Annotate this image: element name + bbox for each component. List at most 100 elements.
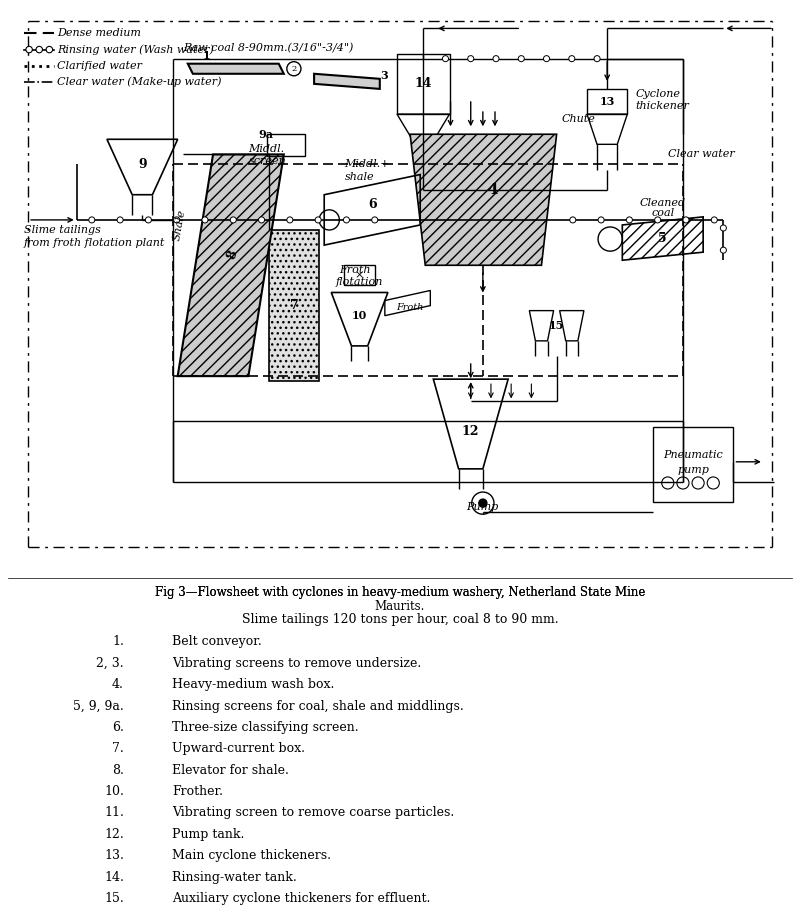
Text: Slime tailings: Slime tailings <box>24 225 101 235</box>
Text: Auxiliary cyclone thickeners for effluent.: Auxiliary cyclone thickeners for effluen… <box>172 892 430 905</box>
Text: 13.: 13. <box>104 849 124 862</box>
Text: 2: 2 <box>291 65 297 72</box>
Text: Belt conveyor.: Belt conveyor. <box>172 635 262 648</box>
Polygon shape <box>314 73 380 89</box>
Bar <box>269 230 319 381</box>
Text: Rinsing screens for coal, shale and middlings.: Rinsing screens for coal, shale and midd… <box>172 700 464 713</box>
Bar <box>653 426 734 503</box>
Circle shape <box>146 217 151 223</box>
Text: Middl.: Middl. <box>249 144 285 154</box>
Circle shape <box>46 47 53 53</box>
Text: 11.: 11. <box>104 806 124 820</box>
Circle shape <box>569 56 575 61</box>
Circle shape <box>372 217 378 223</box>
Text: Pump tank.: Pump tank. <box>172 828 244 841</box>
Text: 10: 10 <box>352 310 367 321</box>
Circle shape <box>654 217 661 223</box>
Circle shape <box>598 217 604 223</box>
Text: Upward-current box.: Upward-current box. <box>172 742 305 756</box>
Text: 7.: 7. <box>112 742 124 756</box>
Circle shape <box>315 217 321 223</box>
Text: 2, 3.: 2, 3. <box>96 657 124 669</box>
Bar <box>587 89 627 114</box>
Bar <box>345 265 374 285</box>
Circle shape <box>117 217 123 223</box>
Text: Chute: Chute <box>562 114 595 124</box>
Text: from froth flotation plant: from froth flotation plant <box>24 238 166 249</box>
Circle shape <box>683 217 689 223</box>
Bar <box>397 53 450 114</box>
Text: thickener: thickener <box>635 101 690 111</box>
Text: Maurits.: Maurits. <box>375 600 425 613</box>
Text: Pneumatic: Pneumatic <box>663 449 723 459</box>
Text: 12: 12 <box>462 425 479 438</box>
Circle shape <box>258 217 265 223</box>
Text: 10.: 10. <box>104 785 124 798</box>
Circle shape <box>493 56 499 61</box>
Polygon shape <box>410 134 557 265</box>
Text: Fig 3—Flowsheet with cyclones in heavy-medium washery, Netherland State Mine: Fig 3—Flowsheet with cyclones in heavy-m… <box>155 586 645 599</box>
Text: 9a: 9a <box>258 128 274 139</box>
Text: Froth: Froth <box>397 304 424 312</box>
Text: Rinsing water (Wash water): Rinsing water (Wash water) <box>58 44 214 55</box>
Circle shape <box>720 225 726 231</box>
Text: Three-size classifying screen.: Three-size classifying screen. <box>172 721 358 734</box>
Text: 8: 8 <box>225 249 240 261</box>
Text: Main cyclone thickeners.: Main cyclone thickeners. <box>172 849 331 862</box>
Circle shape <box>468 56 474 61</box>
Text: Cleaned: Cleaned <box>640 198 686 208</box>
Text: Slime tailings 120 tons per hour, coal 8 to 90 mm.: Slime tailings 120 tons per hour, coal 8… <box>242 613 558 626</box>
Text: 14: 14 <box>414 77 432 91</box>
Circle shape <box>36 47 42 53</box>
Circle shape <box>570 217 576 223</box>
Text: Vibrating screen to remove coarse particles.: Vibrating screen to remove coarse partic… <box>172 806 454 820</box>
Circle shape <box>711 217 718 223</box>
Circle shape <box>343 217 350 223</box>
Text: Vibrating screens to remove undersize.: Vibrating screens to remove undersize. <box>172 657 422 669</box>
Polygon shape <box>188 63 284 73</box>
Text: 13: 13 <box>599 96 615 107</box>
Text: 14.: 14. <box>104 870 124 883</box>
Text: Cyclone: Cyclone <box>635 89 681 99</box>
Text: 4.: 4. <box>112 679 124 691</box>
Text: pump: pump <box>677 465 709 475</box>
Text: Clear water (Make-up water): Clear water (Make-up water) <box>58 76 222 87</box>
Text: 1.: 1. <box>112 635 124 648</box>
Circle shape <box>89 217 95 223</box>
Text: Clear water: Clear water <box>668 149 734 160</box>
Circle shape <box>594 56 600 61</box>
Text: 4: 4 <box>488 182 498 196</box>
Text: flotation: flotation <box>335 278 382 287</box>
Text: 7: 7 <box>290 299 298 312</box>
Text: Heavy-medium wash box.: Heavy-medium wash box. <box>172 679 334 691</box>
Circle shape <box>543 56 550 61</box>
Text: screen: screen <box>249 157 286 167</box>
Circle shape <box>174 217 180 223</box>
Circle shape <box>518 56 524 61</box>
Text: 8.: 8. <box>112 764 124 777</box>
Text: 12.: 12. <box>104 828 124 841</box>
Text: Middl.+: Middl.+ <box>345 160 390 170</box>
Circle shape <box>287 217 293 223</box>
Text: Raw coal 8-90mm.(3/16"-3/4"): Raw coal 8-90mm.(3/16"-3/4") <box>182 43 353 54</box>
Polygon shape <box>178 154 284 376</box>
Text: ⨯: ⨯ <box>355 271 364 281</box>
Text: 5, 9, 9a.: 5, 9, 9a. <box>74 700 124 713</box>
Circle shape <box>720 247 726 253</box>
Text: Rinsing-water tank.: Rinsing-water tank. <box>172 870 297 883</box>
Circle shape <box>230 217 236 223</box>
Text: coal: coal <box>651 208 674 218</box>
Text: 5: 5 <box>658 232 667 245</box>
Text: 15: 15 <box>549 320 564 331</box>
Text: 1: 1 <box>203 50 210 61</box>
Text: Froth: Froth <box>339 265 371 275</box>
Text: Elevator for shale.: Elevator for shale. <box>172 764 289 777</box>
Circle shape <box>202 217 208 223</box>
Circle shape <box>479 499 487 507</box>
Text: Dense medium: Dense medium <box>58 28 142 39</box>
Text: Shale: Shale <box>172 208 187 241</box>
Text: 15.: 15. <box>104 892 124 905</box>
Bar <box>266 134 305 157</box>
Text: Pump: Pump <box>466 503 498 513</box>
Circle shape <box>26 47 32 53</box>
